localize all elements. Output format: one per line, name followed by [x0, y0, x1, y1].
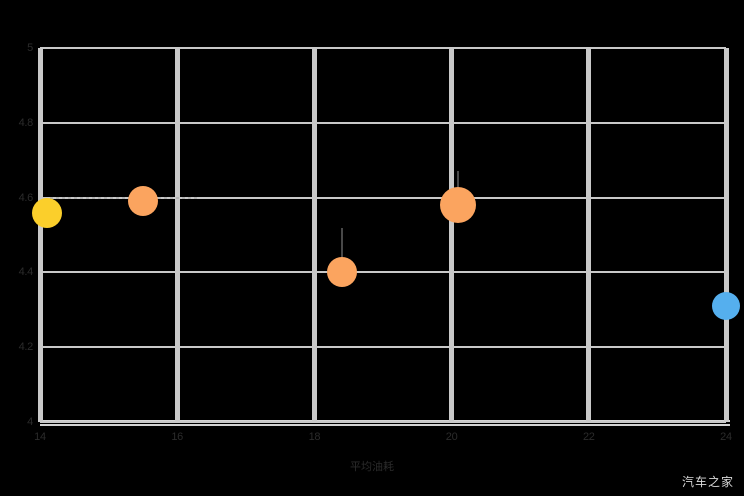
- y-gridline: [40, 47, 726, 49]
- x-tick-label: 18: [308, 431, 321, 443]
- y-gridline: [40, 196, 726, 199]
- x-tick-label: 20: [445, 431, 458, 443]
- x-gridline: [586, 48, 592, 422]
- x-gridline: [311, 48, 317, 422]
- point-orange-3[interactable]: [440, 187, 477, 224]
- y-tick-label: 5: [27, 42, 33, 54]
- y-gridline: [40, 121, 726, 124]
- point-yellow-1[interactable]: [31, 197, 62, 228]
- leader-dash-left: [50, 197, 198, 199]
- y-tick-label: 4.6: [18, 191, 34, 204]
- plot-area: 14 16 18 20 22 24 5 4.8 4.6 4.4 4.2 4: [19, 42, 740, 443]
- x-gridline: [723, 48, 729, 422]
- x-tick-label: 14: [34, 431, 46, 443]
- leader-line-mid: [341, 227, 343, 262]
- y-tick-label: 4.8: [18, 116, 34, 129]
- y-tick-label: 4.2: [18, 341, 34, 354]
- x-tick-label: 24: [720, 431, 732, 443]
- x-axis-title: 平均油耗: [350, 461, 394, 473]
- x-tick-label: 16: [171, 431, 184, 443]
- y-tick-label: 4.4: [18, 266, 34, 279]
- point-orange-1[interactable]: [127, 186, 158, 217]
- point-blue-1[interactable]: [712, 292, 740, 321]
- y-tick-label: 4: [27, 416, 33, 428]
- x-gridline: [37, 48, 43, 422]
- x-axis-line-shadow: [40, 424, 730, 426]
- y-gridline: [40, 421, 726, 423]
- watermark: 汽车之家: [681, 475, 734, 489]
- point-orange-2[interactable]: [326, 257, 357, 288]
- leader-line-right: [457, 171, 459, 198]
- x-gridline: [174, 48, 180, 422]
- y-gridline: [40, 271, 726, 274]
- y-gridline: [40, 346, 726, 349]
- x-gridline: [449, 48, 455, 422]
- x-tick-label: 22: [582, 431, 595, 443]
